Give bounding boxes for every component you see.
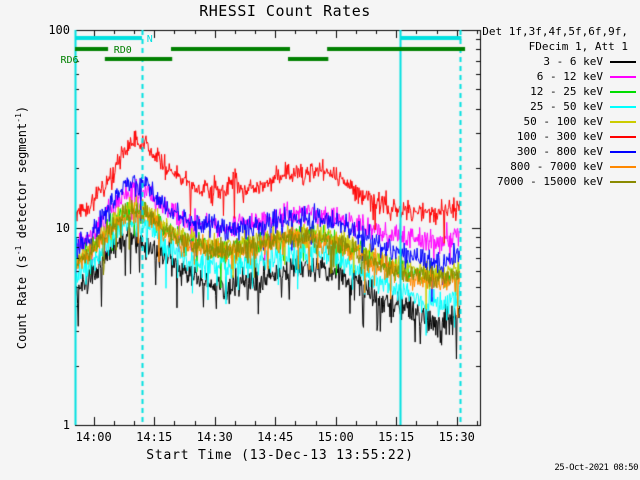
legend-label: 300 - 800 keV: [516, 145, 603, 158]
legend-line-swatch: [610, 120, 636, 123]
legend-line-swatch: [610, 105, 636, 108]
legend-item-800-7000keV: 800 - 7000 keV: [446, 159, 636, 174]
legend-line-swatch: [610, 60, 636, 63]
y-axis-label: Count Rate (s-1 detector segment-1): [14, 105, 30, 350]
legend-line-swatch: [610, 165, 636, 168]
legend-label: 25 - 50 keV: [530, 100, 603, 113]
x-tick-14:45: 14:45: [257, 430, 294, 444]
legend-label: 3 - 6 keV: [543, 55, 603, 68]
x-tick-14:00: 14:00: [75, 430, 112, 444]
legend-item-100-300keV: 100 - 300 keV: [446, 129, 636, 144]
legend-label: 12 - 25 keV: [530, 85, 603, 98]
legend-label: 100 - 300 keV: [516, 130, 603, 143]
legend-decim-att: FDecim 1, Att 1: [528, 40, 628, 53]
legend-line-swatch: [610, 90, 636, 93]
legend-item-7000-15000keV: 7000 - 15000 keV: [446, 174, 636, 189]
legend-line-swatch: [610, 150, 636, 153]
legend-line-swatch: [610, 180, 636, 183]
legend-detectors: Det 1f,3f,4f,5f,6f,9f,: [482, 25, 628, 38]
x-tick-15:30: 15:30: [438, 430, 475, 444]
y-tick-10: 10: [55, 220, 70, 235]
flag-label-n: N: [146, 34, 153, 45]
x-tick-15:00: 15:00: [317, 430, 354, 444]
legend-label: 7000 - 15000 keV: [497, 175, 603, 188]
legend-line-swatch: [610, 75, 636, 78]
legend-item-3-6keV: 3 - 6 keV: [446, 54, 636, 69]
legend-item-6-12keV: 6 - 12 keV: [446, 69, 636, 84]
flag-label-rd0: RD0: [113, 45, 132, 56]
legend-label: 50 - 100 keV: [523, 115, 603, 128]
x-axis-label: Start Time (13-Dec-13 13:55:22): [146, 448, 414, 463]
creation-timestamp: 25-Oct-2021 08:50: [554, 463, 638, 473]
x-tick-14:15: 14:15: [136, 430, 173, 444]
x-tick-15:15: 15:15: [378, 430, 415, 444]
legend-label: 800 - 7000 keV: [510, 160, 603, 173]
y-tick-100: 100: [48, 23, 70, 37]
legend-item-50-100keV: 50 - 100 keV: [446, 114, 636, 129]
legend-label: 6 - 12 keV: [536, 70, 603, 83]
legend-item-25-50keV: 25 - 50 keV: [446, 99, 636, 114]
legend-line-swatch: [610, 135, 636, 138]
legend-item-300-800keV: 300 - 800 keV: [446, 144, 636, 159]
chart-title: RHESSI Count Rates: [199, 2, 371, 20]
legend-item-12-25keV: 12 - 25 keV: [446, 84, 636, 99]
legend: Det 1f,3f,4f,5f,6f,9f, FDecim 1, Att 1 3…: [446, 24, 636, 189]
x-tick-14:30: 14:30: [196, 430, 233, 444]
flag-label-rd6: RD6: [60, 55, 79, 66]
y-tick-1: 1: [62, 418, 70, 432]
